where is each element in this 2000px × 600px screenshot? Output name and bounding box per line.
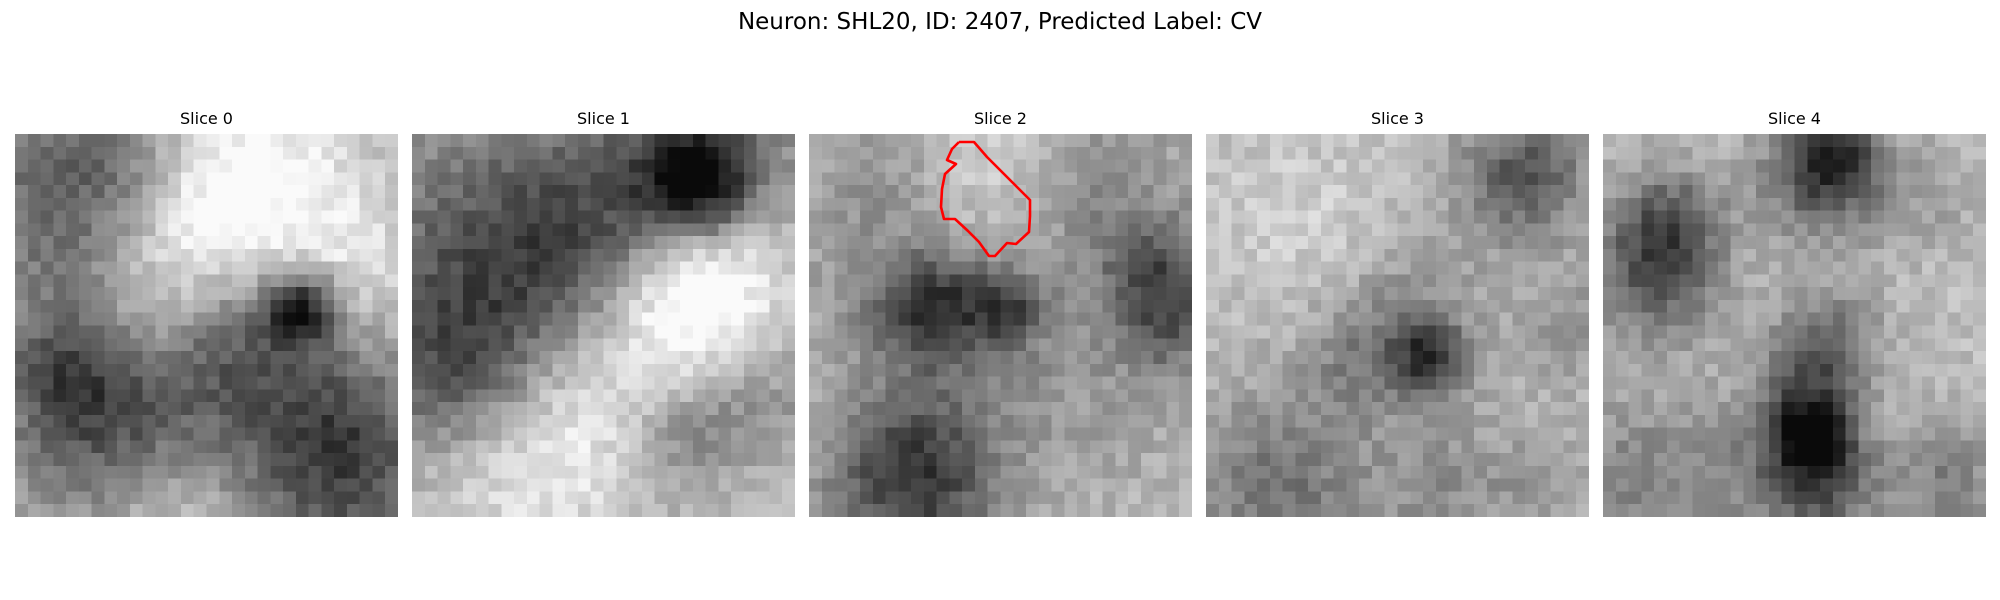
slice-panel-0: Slice 0 (15, 108, 398, 518)
slice-image-2 (809, 134, 1192, 517)
slice-image-3 (1206, 134, 1589, 517)
figure-title: Neuron: SHL20, ID: 2407, Predicted Label… (737, 9, 1263, 35)
slice-panel-4: Slice 4 (1603, 108, 1986, 518)
slice-title: Slice 3 (1371, 109, 1424, 128)
slice-title: Slice 1 (577, 109, 630, 128)
slice-panel-3: Slice 3 (1206, 108, 1589, 518)
slice-title: Slice 4 (1768, 109, 1821, 128)
slice-image-1 (412, 134, 795, 517)
slice-panel-1: Slice 1 (412, 108, 795, 518)
slice-image-0 (15, 134, 398, 517)
slice-title: Slice 0 (180, 109, 233, 128)
slice-title: Slice 2 (974, 109, 1027, 128)
slice-panel-2: Slice 2 (809, 108, 1192, 518)
slice-image-4 (1603, 134, 1986, 517)
